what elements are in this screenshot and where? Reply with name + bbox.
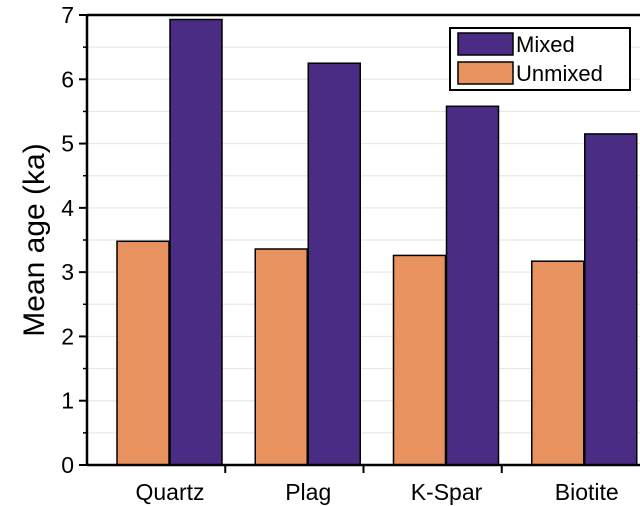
y-tick-label: 7 — [61, 2, 74, 28]
legend-swatch-unmixed — [457, 61, 514, 85]
legend-swatch-mixed — [457, 32, 514, 56]
bars — [116, 18, 638, 466]
y-tick-label: 3 — [61, 259, 74, 285]
y-tick-label: 6 — [61, 66, 74, 92]
x-tick-label: Plag — [285, 479, 331, 505]
x-tick-label: Quartz — [135, 479, 204, 505]
bar-unmixed-biotite — [531, 260, 585, 466]
legend: Mixed Unmixed — [449, 27, 631, 91]
bar-mixed-kspar — [445, 105, 500, 466]
bar-unmixed-kspar — [392, 254, 447, 466]
y-tick-label: 0 — [61, 452, 74, 478]
bar-unmixed-plag — [254, 248, 308, 466]
legend-label-unmixed: Unmixed — [516, 61, 603, 86]
bar-unmixed-quartz — [116, 240, 170, 466]
x-tick-label: Biotite — [555, 479, 619, 505]
bar-mixed-quartz — [169, 18, 223, 466]
tick-labels: Quartz Plag K-Spar Biotite 0 1 2 3 4 5 6 7 — [61, 2, 619, 505]
y-tick-label: 1 — [61, 388, 74, 414]
y-tick-label: 5 — [61, 131, 74, 157]
bar-mixed-biotite — [584, 133, 638, 466]
legend-label-mixed: Mixed — [516, 32, 575, 57]
y-axis-title: Mean age (ka) — [18, 143, 51, 336]
bar-mixed-plag — [307, 62, 361, 466]
axes — [79, 13, 640, 473]
y-tick-label: 4 — [61, 195, 74, 221]
y-tick-label: 2 — [61, 323, 74, 349]
x-tick-label: K-Spar — [411, 479, 483, 505]
